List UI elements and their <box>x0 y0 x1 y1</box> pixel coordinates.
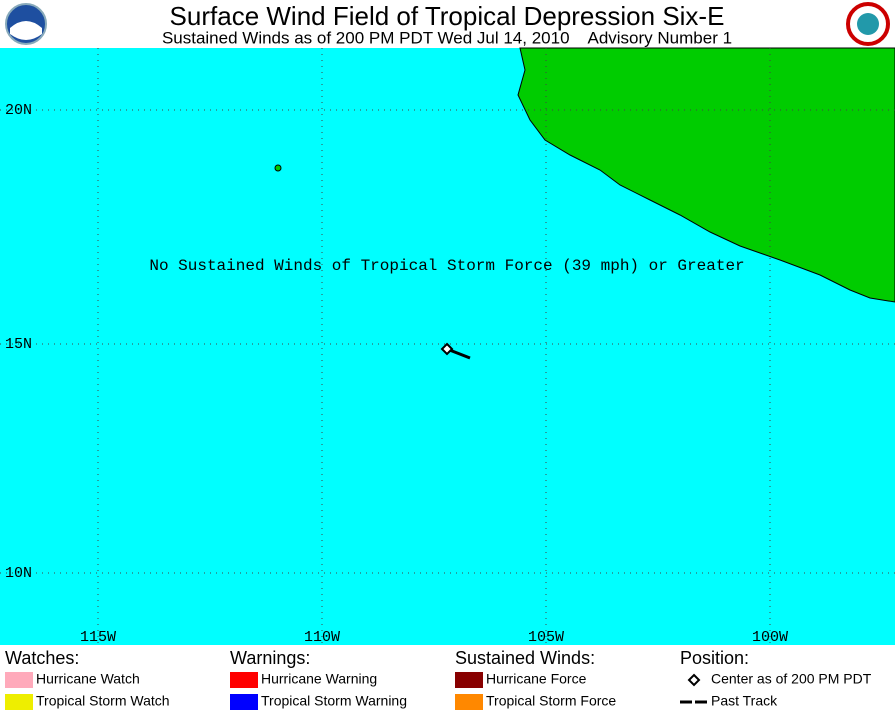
lat-label: 15N <box>5 336 32 353</box>
legend-title: Warnings: <box>230 648 310 668</box>
legend-title: Sustained Winds: <box>455 648 595 668</box>
legend-title: Watches: <box>5 648 79 668</box>
land <box>517 47 895 303</box>
legend-swatch <box>230 672 258 688</box>
legend-label: Hurricane Force <box>486 671 587 687</box>
legend-label: Hurricane Warning <box>261 671 377 687</box>
lon-label: 100W <box>752 629 788 646</box>
lon-label: 105W <box>528 629 564 646</box>
legend-swatch <box>230 694 258 710</box>
legend-swatch <box>5 672 33 688</box>
legend-label: Past Track <box>711 693 778 709</box>
island <box>274 164 282 172</box>
legend-swatch <box>5 694 33 710</box>
legend-diamond <box>687 673 701 687</box>
lon-label: 110W <box>304 629 340 646</box>
legend-swatch <box>455 694 483 710</box>
legend-title: Position: <box>680 648 749 668</box>
lat-label: 20N <box>5 102 32 119</box>
legend: Watches: Hurricane Watch Tropical Storm Wa… <box>5 648 872 710</box>
legend-swatch <box>455 672 483 688</box>
annotation: No Sustained Winds of Tropical Storm For… <box>149 257 744 275</box>
legend-label: Hurricane Watch <box>36 671 140 687</box>
legend-label: Tropical Storm Warning <box>261 693 407 709</box>
title: Surface Wind Field of Tropical Depressio… <box>170 1 725 31</box>
legend-label: Center as of 200 PM PDT <box>711 671 872 687</box>
noaa-logo <box>5 3 47 45</box>
storm-center <box>440 342 454 356</box>
nws-logo <box>846 2 890 46</box>
legend-label: Tropical Storm Watch <box>36 693 170 709</box>
map: 20N 15N 10N 115W 110W 105W 100W No Sustained W… <box>0 47 895 646</box>
lon-label: 115W <box>80 629 116 646</box>
lat-label: 10N <box>5 565 32 582</box>
legend-label: Tropical Storm Force <box>486 693 616 709</box>
subtitle: Sustained Winds as of 200 PM PDT Wed Jul… <box>162 28 732 47</box>
